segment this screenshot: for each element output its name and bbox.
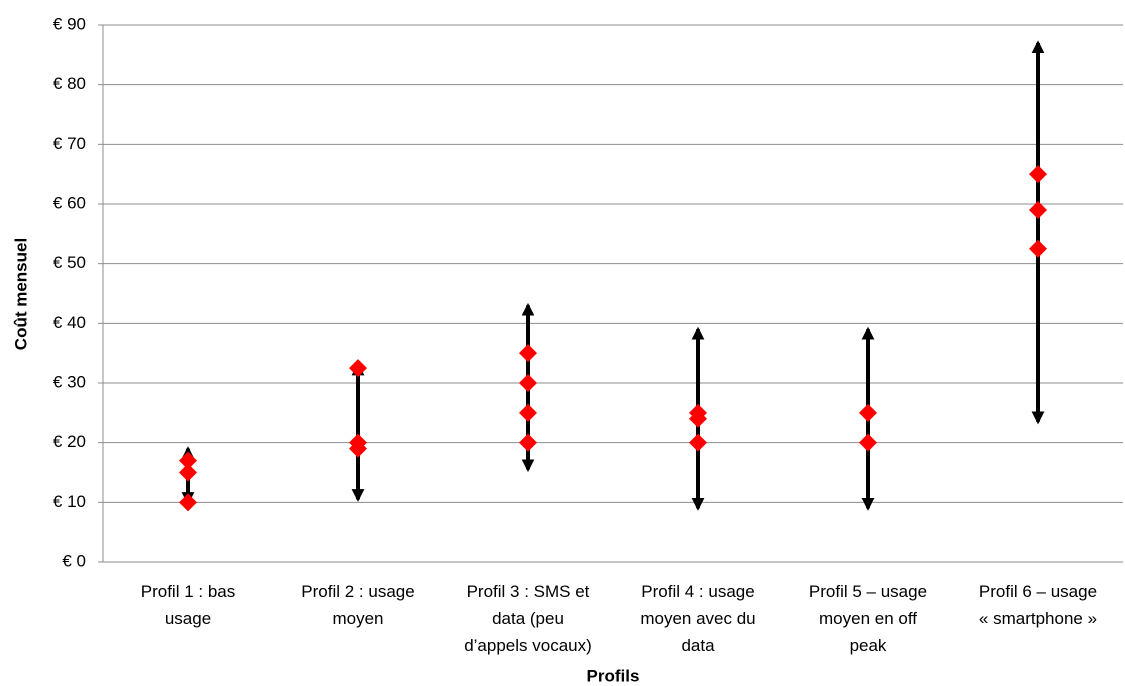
y-tick-label: € 50 [53, 253, 86, 272]
point [859, 403, 877, 422]
point [179, 463, 197, 482]
point [519, 433, 537, 452]
y-tick-label: € 30 [53, 372, 86, 391]
point [1029, 165, 1047, 184]
x-tick-label: Profil 6 – usage « smartphone » [979, 582, 1097, 628]
y-tick-label: € 20 [53, 432, 86, 451]
x-tick-label: Profil 5 – usage moyen en off peak [809, 582, 927, 655]
y-tick-label: € 60 [53, 193, 86, 212]
point [689, 409, 707, 428]
point [179, 451, 197, 470]
point [1029, 200, 1047, 219]
x-tick-label: Profil 1 : bas usage [141, 582, 236, 628]
point [349, 359, 367, 378]
point [179, 493, 197, 512]
point [689, 433, 707, 452]
y-axis-title: Coût mensuel [11, 238, 30, 350]
point [349, 439, 367, 458]
point [1029, 239, 1047, 258]
y-tick-label: € 80 [53, 74, 86, 93]
y-tick-label: € 90 [53, 14, 86, 33]
x-axis-title: Profils [587, 666, 640, 685]
x-tick-label: Profil 4 : usage moyen avec du data [640, 582, 755, 655]
y-tick-label: € 0 [62, 551, 86, 570]
point [519, 403, 537, 422]
x-tick-label: Profil 2 : usage moyen [301, 582, 414, 628]
y-tick-label: € 40 [53, 313, 86, 332]
point [859, 433, 877, 452]
y-tick-label: € 70 [53, 134, 86, 153]
point [519, 344, 537, 363]
x-tick-label: Profil 3 : SMS et data (peu d’appels vocau… [464, 582, 592, 655]
y-tick-label: € 10 [53, 492, 86, 511]
point [519, 374, 537, 392]
